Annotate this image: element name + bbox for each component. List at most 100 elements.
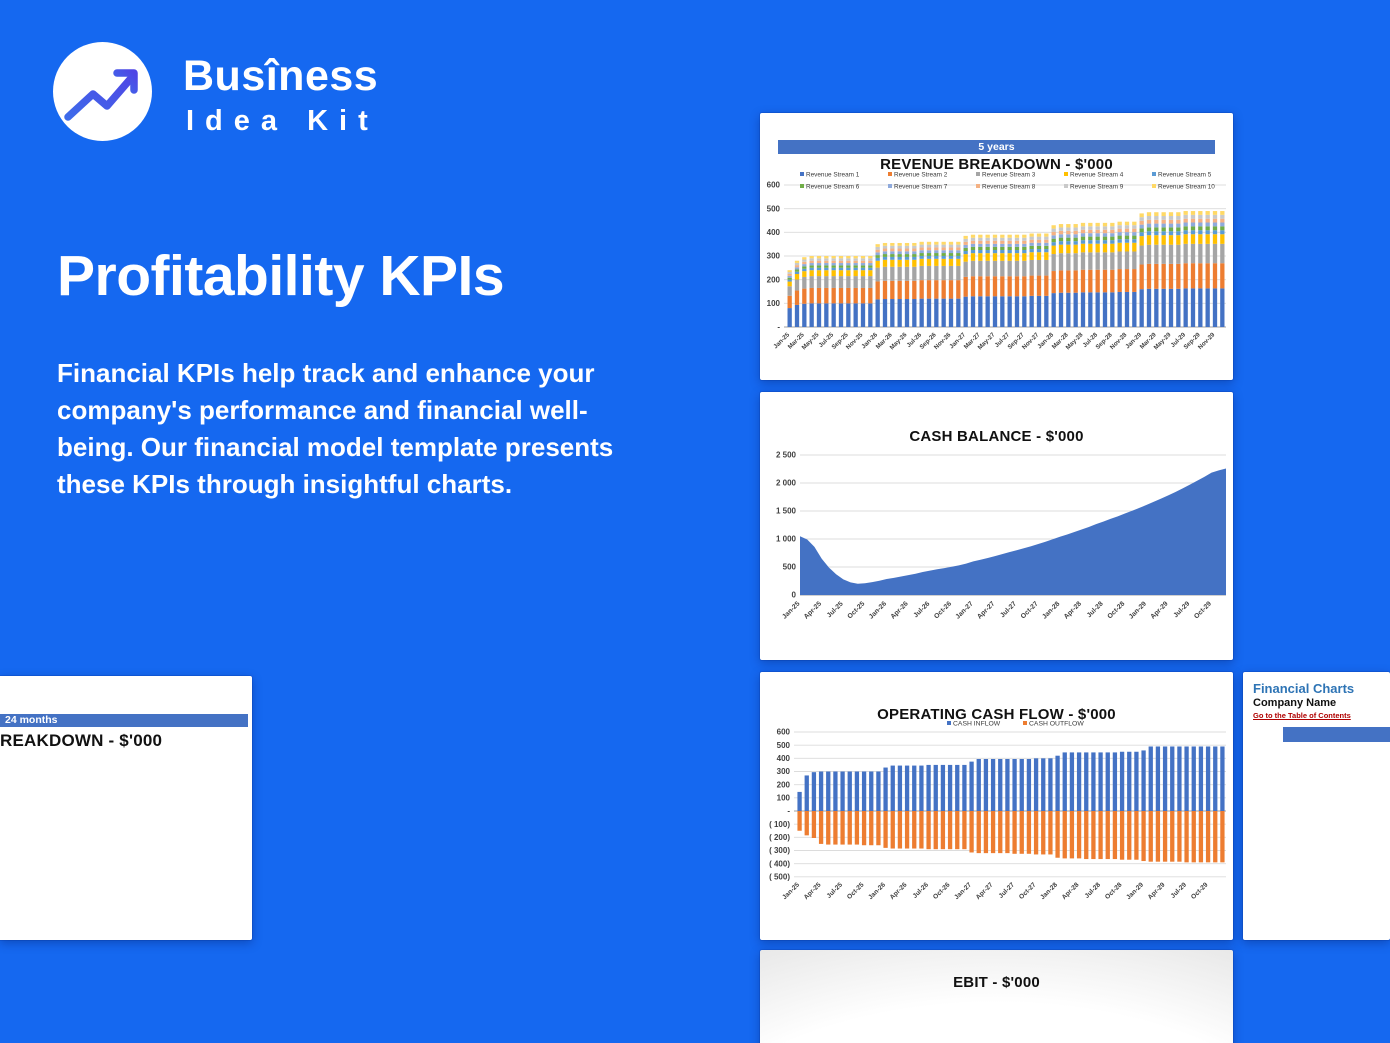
svg-text:( 100): ( 100) [769,820,790,829]
svg-text:Revenue Stream 1: Revenue Stream 1 [806,171,860,178]
svg-text:Jan-28: Jan-28 [1039,881,1059,901]
revenue-breakdown-5y-chart: 600 500 400 300 200 100 - Revenue Stream 1 Reven… [767,171,1226,351]
svg-text:1 000: 1 000 [776,535,797,544]
svg-text:Jan-28: Jan-28 [1041,600,1061,620]
svg-text:Oct-27: Oct-27 [1020,600,1040,620]
svg-text:400: 400 [777,754,791,763]
trend-arrow-icon [64,69,138,121]
svg-text:100: 100 [777,793,791,802]
svg-text:600: 600 [767,181,781,190]
svg-text:Jan-25: Jan-25 [781,881,801,901]
sheet-banner [1283,727,1390,742]
table-of-contents-link[interactable]: Go to the Table of Contents [1253,711,1351,720]
svg-text:Apr-27: Apr-27 [975,881,995,901]
svg-text:Apr-27: Apr-27 [976,600,996,620]
chart-title-ebit: EBIT - $'000 [953,974,1040,991]
chart-title-operating-cash-flow: OPERATING CASH FLOW - $'000 [877,706,1116,723]
banner-5-years: 5 years [778,140,1215,154]
svg-text:May-27: May-27 [977,331,997,351]
chart-title-revenue-breakdown: REVENUE BREAKDOWN - $'000 [880,156,1113,173]
page-title: Profitability KPIs [57,244,505,308]
brand-logo [53,42,152,141]
brand-name: Busîness [183,52,379,100]
svg-text:0: 0 [792,591,797,600]
svg-text:Oct-28: Oct-28 [1106,600,1126,620]
svg-text:600: 600 [777,728,791,737]
revenue-breakdown-24m-chart [0,676,252,940]
svg-text:Jan-29: Jan-29 [1125,881,1145,901]
svg-text:CASH OUTFLOW: CASH OUTFLOW [1029,720,1084,727]
svg-text:Jul-27: Jul-27 [998,881,1017,900]
svg-text:Jul-28: Jul-28 [1086,600,1105,619]
svg-text:Jan-29: Jan-29 [1128,600,1148,620]
monthly-breakdown-chart [1243,672,1390,940]
svg-text:Revenue Stream 8: Revenue Stream 8 [982,183,1036,190]
svg-text:Apr-26: Apr-26 [889,881,909,901]
svg-text:Jan-26: Jan-26 [868,600,888,620]
company-name: Company Name [1253,697,1337,709]
svg-text:Apr-28: Apr-28 [1061,881,1081,901]
svg-text:Revenue Stream 3: Revenue Stream 3 [982,171,1036,178]
svg-text:Oct-25: Oct-25 [846,881,866,901]
svg-text:( 400): ( 400) [769,859,790,868]
svg-text:Jul-28: Jul-28 [1084,881,1103,900]
page-description: Financial KPIs help track and enhance yo… [57,358,614,499]
svg-text:Apr-26: Apr-26 [890,600,910,620]
svg-text:-: - [787,807,790,816]
svg-text:Jul-26: Jul-26 [912,881,931,900]
svg-text:200: 200 [767,275,781,284]
svg-text:May-25: May-25 [801,331,821,351]
chart-title-revenue-breakdown-24m: REAKDOWN - $'000 [0,731,163,750]
svg-text:Oct-28: Oct-28 [1104,881,1124,901]
revenue-breakdown-24m-card: 24 months REAKDOWN - $'000 [0,676,252,940]
svg-text:Jan-26: Jan-26 [867,881,887,901]
svg-text:2 000: 2 000 [776,479,797,488]
svg-text:-: - [777,323,780,332]
sheet-title: Financial Charts [1253,681,1355,696]
svg-text:( 200): ( 200) [769,833,790,842]
svg-text:Revenue Stream 4: Revenue Stream 4 [1070,171,1124,178]
operating-cash-flow-chart: 600 500 400 300 200 100 - ( 100) ( 200) ( 300) ( 4… [769,720,1226,901]
svg-text:Jan-27: Jan-27 [953,881,973,901]
svg-text:CASH INFLOW: CASH INFLOW [953,720,1001,727]
svg-text:Jan-25: Jan-25 [781,600,801,620]
svg-text:Jul-25: Jul-25 [826,881,845,900]
svg-text:Apr-29: Apr-29 [1149,600,1169,620]
banner-24-months: 24 months [0,714,248,727]
svg-text:Jul-25: Jul-25 [826,600,845,619]
svg-text:Oct-26: Oct-26 [933,600,953,620]
svg-text:Revenue Stream 2: Revenue Stream 2 [894,171,948,178]
svg-text:Apr-29: Apr-29 [1147,881,1167,901]
svg-text:500: 500 [777,741,791,750]
svg-text:( 500): ( 500) [769,872,790,881]
svg-text:Revenue Stream 7: Revenue Stream 7 [894,183,948,190]
svg-text:Oct-26: Oct-26 [932,881,952,901]
operating-cash-flow-card: OPERATING CASH FLOW - $'000 600 500 400 300… [760,672,1233,940]
ebit-card: EBIT - $'000 [760,950,1233,1043]
svg-text:Jul-27: Jul-27 [999,600,1018,619]
svg-text:May-28: May-28 [1065,331,1085,351]
svg-text:400: 400 [767,228,781,237]
brand-subname: Idea Kit [186,105,379,137]
svg-text:2 500: 2 500 [776,451,797,460]
svg-text:May-29: May-29 [1153,331,1173,351]
revenue-breakdown-5y-card: 5 years REVENUE BREAKDOWN - $'000 600 500… [760,113,1233,380]
svg-text:Apr-28: Apr-28 [1063,600,1083,620]
svg-text:200: 200 [777,780,791,789]
svg-text:( 300): ( 300) [769,846,790,855]
cash-balance-card: CASH BALANCE - $'000 2 500 2 000 1 500 1 00… [760,392,1233,660]
financial-charts-card: Financial Charts Company Name Go to the … [1243,672,1390,940]
svg-text:Nov-29: Nov-29 [1197,331,1217,351]
svg-text:300: 300 [767,252,781,261]
svg-text:Oct-27: Oct-27 [1018,881,1038,901]
banner-label: 5 years [978,141,1015,153]
svg-text:500: 500 [783,563,797,572]
svg-text:Jul-29: Jul-29 [1172,600,1191,619]
svg-text:Oct-25: Oct-25 [846,600,866,620]
ebit-chart [760,950,1233,1043]
svg-text:Oct-29: Oct-29 [1193,600,1213,620]
svg-text:Apr-25: Apr-25 [803,881,823,901]
banner-label: 24 months [5,714,58,726]
svg-text:May-26: May-26 [889,331,909,351]
